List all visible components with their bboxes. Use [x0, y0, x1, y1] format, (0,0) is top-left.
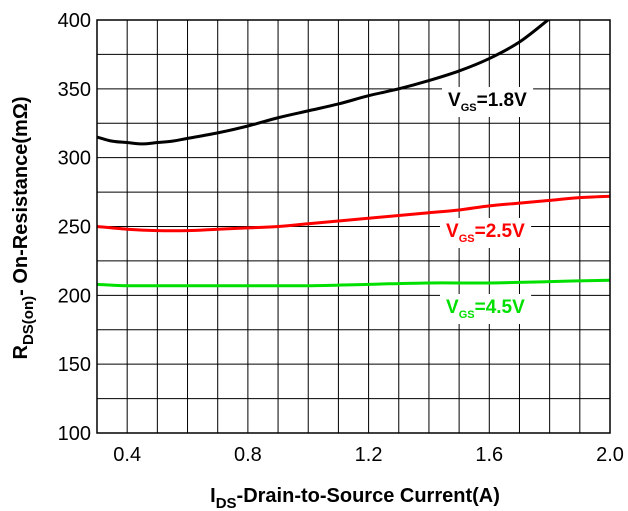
- x-tick-label: 1.2: [355, 444, 383, 466]
- x-tick-label: 0.8: [234, 444, 262, 466]
- y-tick-label: 250: [58, 217, 91, 239]
- label-rest: =2.5V: [475, 221, 526, 242]
- x-axis-title-rest: -Drain-to-Source Current(A): [237, 485, 500, 507]
- y-axis-title-rest: - On-Resistance(mΩ): [10, 96, 32, 295]
- label-background: [440, 294, 532, 324]
- y-tick-label: 200: [58, 285, 91, 307]
- label-sub: GS: [459, 233, 475, 245]
- series-lines: [97, 20, 610, 288]
- label-main: V: [446, 221, 459, 242]
- label-main: V: [446, 297, 459, 318]
- grid: [97, 20, 610, 433]
- plot-frame: [96, 19, 611, 434]
- label-vgs-4-5v: VGS=4.5V: [446, 297, 525, 321]
- label-background: [440, 218, 532, 248]
- y-axis-title-sub: DS(on): [20, 296, 37, 345]
- label-sub: GS: [459, 309, 475, 321]
- y-tick-label: 400: [58, 10, 91, 32]
- y-tick-label: 350: [58, 79, 91, 101]
- x-tick-label: 0.4: [113, 444, 141, 466]
- label-vgs-2-5v: VGS=2.5V: [446, 221, 525, 245]
- series-line-vgs-2-5v: [97, 194, 610, 233]
- y-axis-title: RDS(on)- On-Resistance(mΩ): [10, 96, 37, 359]
- y-tick-labels: 100 150 200 250 300 350 400: [58, 10, 91, 445]
- x-axis-title-main: I: [210, 485, 216, 507]
- x-tick-label: 1.6: [475, 444, 503, 466]
- y-tick-label: 100: [58, 423, 91, 445]
- label-sub: GS: [461, 102, 477, 114]
- series-line-vgs-4-5v: [97, 278, 610, 288]
- label-main: V: [448, 90, 461, 111]
- x-tick-label: 2.0: [596, 444, 624, 466]
- y-tick-label: 300: [58, 148, 91, 170]
- y-tick-label: 150: [58, 354, 91, 376]
- label-rest: =1.8V: [477, 90, 528, 111]
- series-line-vgs-1-8v: [97, 20, 551, 146]
- x-tick-labels: 0.4 0.8 1.2 1.6 2.0: [113, 444, 624, 466]
- y-axis-title-main: R: [10, 345, 32, 360]
- x-axis-title: IDS-Drain-to-Source Current(A): [210, 485, 500, 511]
- label-vgs-1-8v: VGS=1.8V: [448, 90, 527, 114]
- label-background: [442, 87, 534, 117]
- x-axis-title-sub: DS: [216, 495, 237, 511]
- label-rest: =4.5V: [475, 297, 526, 318]
